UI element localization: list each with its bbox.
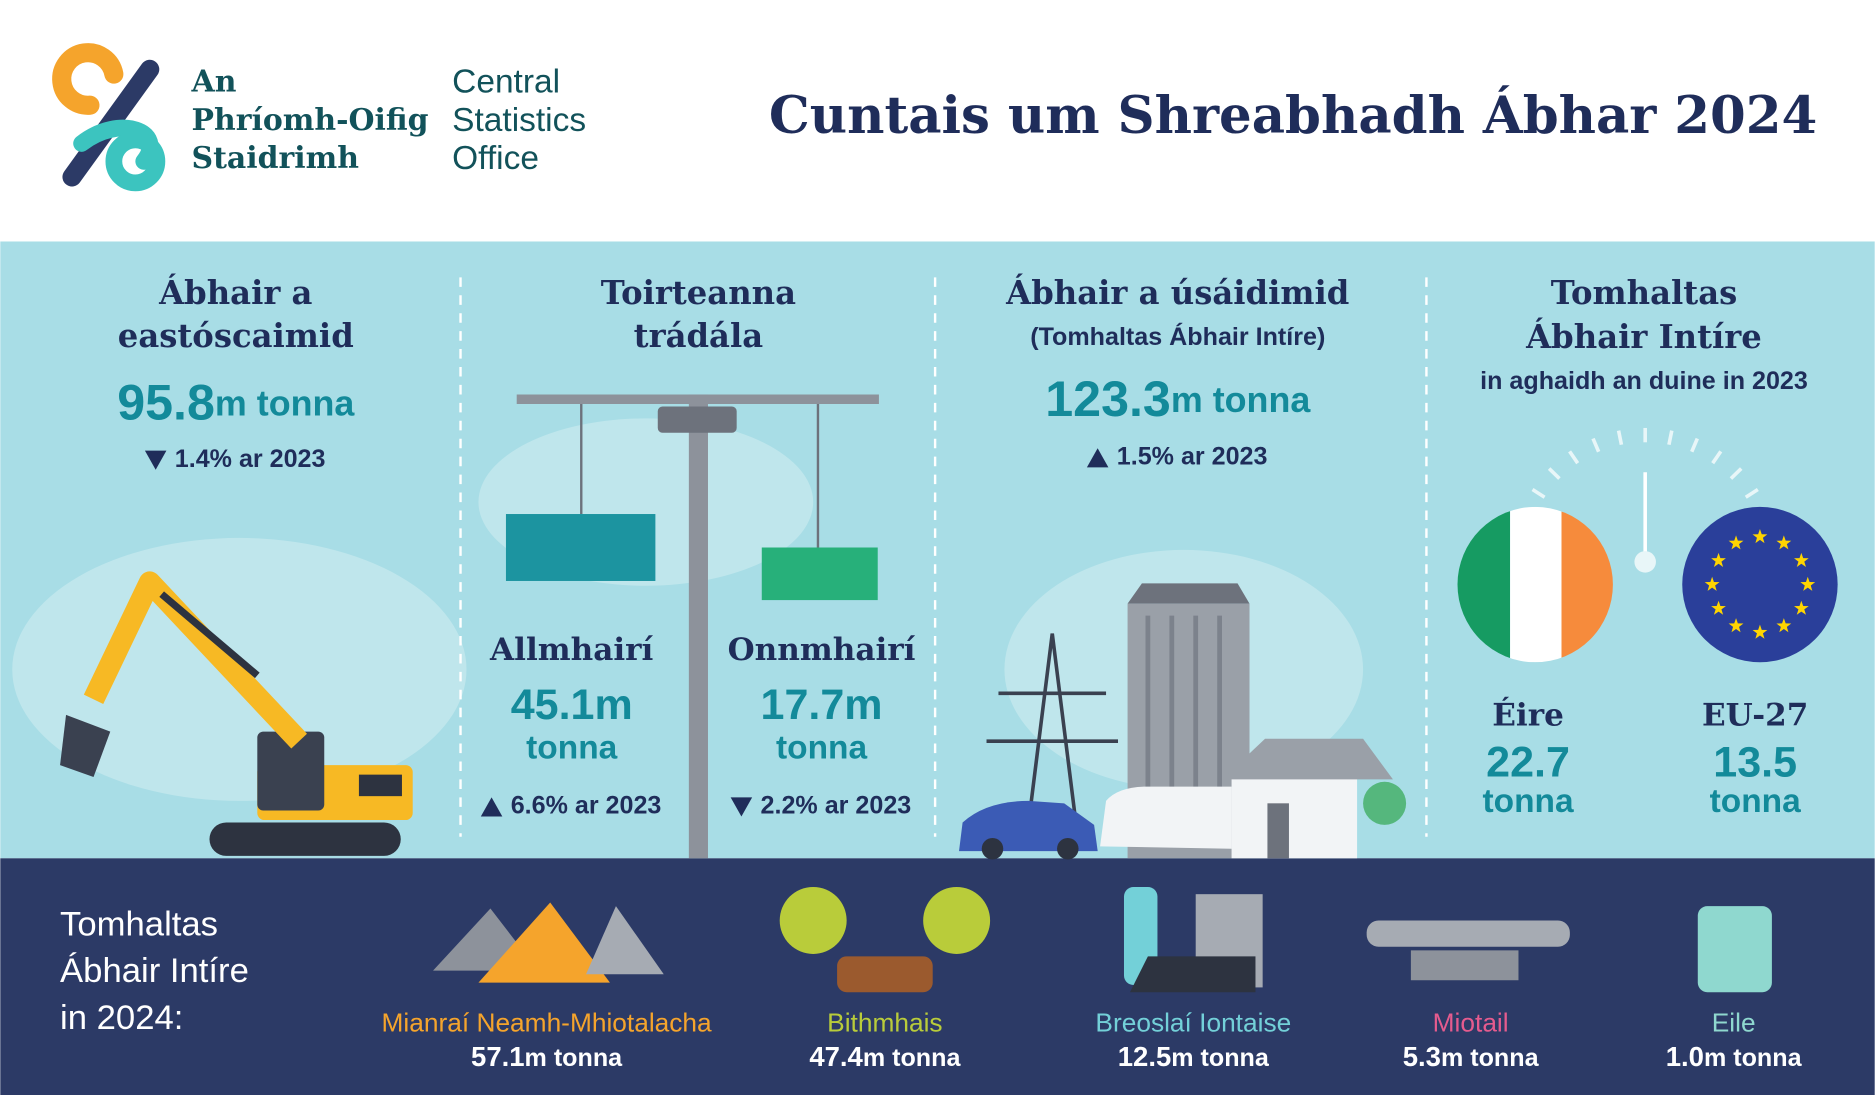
item-name: Mianraí Neamh-Mhiotalacha <box>382 1007 713 1037</box>
eu-star <box>1704 576 1720 591</box>
logo-text: An <box>191 65 237 100</box>
item-value: 12.5m tonna <box>1118 1041 1270 1072</box>
logo-text: Statistics <box>452 102 586 139</box>
flow-label: Onnmhairí <box>728 632 916 668</box>
change-label: 2.2% ar 2023 <box>761 792 912 820</box>
change-label: 1.4% ar 2023 <box>175 445 326 473</box>
trend-arrow <box>730 797 753 817</box>
item-name: Bithmhais <box>827 1007 942 1037</box>
use-value-number: 123.3 <box>1045 371 1171 427</box>
flow-label: Allmhairí <box>489 632 654 668</box>
logo-text: Office <box>452 140 539 177</box>
item-value-number: 12.5 <box>1118 1041 1172 1072</box>
eu-star <box>1776 618 1792 633</box>
city <box>959 583 1407 860</box>
gauge-tick <box>1667 430 1674 446</box>
panel-subtitle: (Tomhaltas Ábhair Intíre) <box>1030 322 1325 351</box>
eu-star <box>1794 552 1809 567</box>
item-value-number: 57.1 <box>471 1041 525 1072</box>
item-name: Eile <box>1712 1007 1756 1037</box>
region-value: 13.5 <box>1713 738 1797 786</box>
panel-title: Ábhair Intíre <box>1525 318 1762 356</box>
item-value: 57.1m tonna <box>471 1041 623 1072</box>
item-value-number: 5.3 <box>1403 1041 1441 1072</box>
eu-star <box>1711 552 1726 567</box>
eu-star <box>1752 528 1768 544</box>
item-name: Breoslaí Iontaise <box>1095 1007 1291 1037</box>
page-title: Cuntais um Shreabhadh Ábhar 2024 <box>769 84 1817 146</box>
panel-title: Ábhair a <box>158 274 312 312</box>
extraction-value: 95.8m tonna <box>117 375 355 431</box>
item-value-unit: m tonna <box>863 1044 962 1072</box>
eu-star <box>1728 535 1744 550</box>
extraction-value-unit: m tonna <box>215 384 356 424</box>
region-unit: tonna <box>1482 783 1573 820</box>
flow-unit: tonna <box>776 729 867 766</box>
flow-value: 17.7m <box>761 681 883 729</box>
region-value: 22.7 <box>1486 738 1570 786</box>
item-value: 47.4m tonna <box>809 1041 961 1072</box>
header-bg <box>0 0 1875 242</box>
item-value: 5.3m tonna <box>1403 1041 1540 1072</box>
item-name: Miotail <box>1433 1007 1509 1037</box>
item-value-unit: m tonna <box>1171 1044 1270 1072</box>
logo-text: Central <box>452 64 560 101</box>
gauge-tick <box>1729 467 1743 480</box>
logo-text: Staidrimh <box>192 141 360 176</box>
change-label: 1.5% ar 2023 <box>1117 442 1268 470</box>
trend-arrow <box>1086 448 1109 468</box>
footer-title: in 2024: <box>60 999 183 1037</box>
change-label: 6.6% ar 2023 <box>511 792 662 820</box>
eu-star <box>1752 624 1768 639</box>
panel-title: trádála <box>634 317 764 355</box>
flow-value: 45.1m <box>511 681 633 729</box>
gauge-tick <box>1568 450 1580 465</box>
panel-title: Toirteanna <box>601 274 796 312</box>
logo <box>52 43 166 192</box>
gauge-tick <box>1591 437 1601 453</box>
footer-title: Ábhair Intíre <box>60 951 249 990</box>
gauge-tick <box>1711 450 1723 465</box>
panel-subtitle: in aghaidh an duine in 2023 <box>1480 367 1808 395</box>
crane <box>505 394 879 859</box>
region-label: EU-27 <box>1702 698 1808 734</box>
gauge-tick <box>1690 437 1699 453</box>
logo-text: Phríomh-Oifig <box>192 103 429 138</box>
panel-title: Ábhair a úsáidimid <box>1005 274 1349 312</box>
gauge-tick <box>1531 487 1546 499</box>
extraction-value-number: 95.8 <box>117 375 215 431</box>
gauge-tick <box>1616 430 1624 446</box>
panel-title: Tomhaltas <box>1551 274 1738 312</box>
item-value-unit: m tonna <box>525 1044 624 1072</box>
excavator <box>60 571 413 856</box>
footer-icons <box>433 886 1772 993</box>
item-value-number: 1.0 <box>1666 1041 1704 1072</box>
eu-flag <box>1682 506 1838 663</box>
eu-star <box>1794 600 1809 615</box>
item-value: 1.0m tonna <box>1666 1041 1803 1072</box>
eu-star <box>1800 576 1816 591</box>
eu-star <box>1711 600 1726 615</box>
region-unit: tonna <box>1710 783 1801 820</box>
gauge-tick <box>1744 487 1759 499</box>
item-value-unit: m tonna <box>1704 1044 1803 1072</box>
gauge-tick <box>1547 467 1561 480</box>
use-value-unit: m tonna <box>1171 380 1312 420</box>
item-value-number: 47.4 <box>809 1041 863 1072</box>
flow-unit: tonna <box>526 729 617 766</box>
eu-star <box>1776 535 1792 550</box>
use-value: 123.3m tonna <box>1045 371 1311 427</box>
footer-title: Tomhaltas <box>60 906 218 944</box>
panel-title: eastóscaimid <box>118 317 354 355</box>
trend-arrow <box>480 797 503 817</box>
region-label: Éire <box>1492 696 1564 734</box>
trend-arrow <box>144 450 167 470</box>
item-value-unit: m tonna <box>1441 1044 1540 1072</box>
gauge <box>1634 472 1656 573</box>
ireland-flag <box>1457 506 1613 663</box>
eu-star <box>1728 618 1744 633</box>
dividers <box>459 277 1428 837</box>
